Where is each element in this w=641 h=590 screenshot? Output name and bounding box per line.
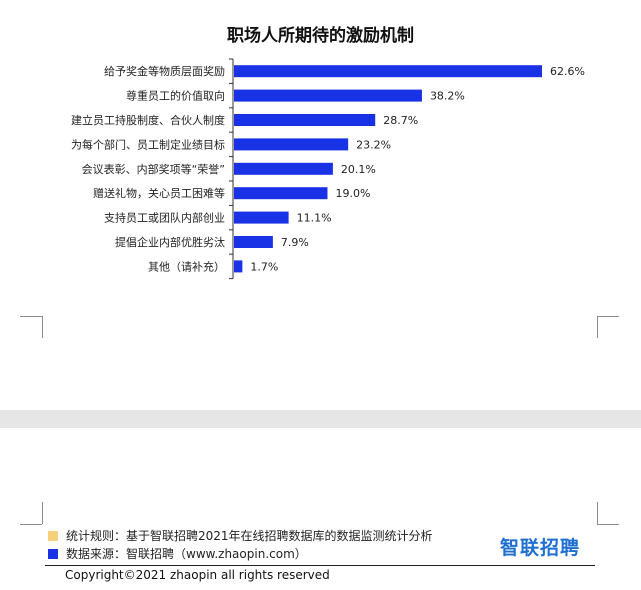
category-label: 建立员工持股制度、合伙人制度 — [71, 113, 225, 127]
bar — [234, 236, 273, 248]
category-label: 赠送礼物，关心员工困难等 — [93, 186, 225, 200]
value-label: 20.1% — [341, 163, 376, 176]
category-label: 会议表彰、内部奖项等“荣誉” — [82, 162, 225, 176]
category-label: 给予奖金等物质层面奖励 — [104, 64, 225, 78]
value-label: 28.7% — [383, 114, 418, 127]
source-note: 数据来源：智联招聘（www.zhaopin.com） — [48, 545, 307, 562]
bar — [234, 211, 289, 224]
footer-divider — [45, 565, 595, 566]
chart-title: 职场人所期待的激励机制 — [227, 26, 414, 46]
rule-note-marker — [48, 530, 58, 541]
bar — [234, 260, 243, 273]
crop-mark-top-right — [597, 316, 619, 317]
value-label: 7.9% — [281, 236, 309, 249]
bar — [234, 138, 349, 151]
crop-mark-top-right-v — [597, 316, 598, 338]
crop-mark-top-left — [20, 316, 42, 317]
page-bottom — [0, 428, 641, 590]
bar — [234, 89, 422, 102]
value-label: 11.1% — [297, 212, 332, 225]
bar — [234, 114, 376, 126]
value-label: 19.0% — [335, 187, 370, 200]
category-label: 尊重员工的价值取向 — [126, 89, 225, 103]
bar — [234, 162, 333, 175]
crop-mark-bottom-right — [597, 502, 598, 524]
rule-note: 统计规则：基于智联招聘2021年在线招聘数据库的数据监测统计分析 — [48, 527, 433, 544]
bar-chart: 给予奖金等物质层面奖励 62.6% 尊重员工的价值取向 38.2% 建立员工持股制度、合… — [71, 58, 585, 280]
category-label: 为每个部门、员工制定业绩目标 — [71, 137, 225, 151]
crop-mark-top-left-v — [42, 316, 43, 338]
crop-mark-bottom-right-h — [597, 524, 619, 525]
bar — [234, 187, 328, 200]
value-label: 1.7% — [250, 260, 278, 273]
category-label: 支持员工或团队内部创业 — [104, 211, 225, 225]
value-label: 38.2% — [430, 90, 465, 103]
value-label: 23.2% — [356, 138, 391, 151]
category-label: 其他（请补充） — [148, 259, 225, 273]
source-note-marker — [48, 548, 58, 559]
bar — [234, 65, 542, 78]
crop-mark-bottom-left — [42, 502, 43, 524]
page-gap — [0, 410, 641, 428]
zhaopin-logo: 智联招聘 — [500, 537, 581, 559]
value-label: 62.6% — [550, 65, 585, 78]
crop-mark-bottom-left-h — [20, 524, 42, 525]
source-note-text: 数据来源：智联招聘（www.zhaopin.com） — [66, 547, 307, 561]
rule-note-text: 统计规则：基于智联招聘2021年在线招聘数据库的数据监测统计分析 — [66, 529, 433, 543]
category-label: 提倡企业内部优胜劣汰 — [115, 235, 225, 249]
copyright-text: Copyright©2021 zhaopin all rights reserv… — [65, 568, 330, 582]
